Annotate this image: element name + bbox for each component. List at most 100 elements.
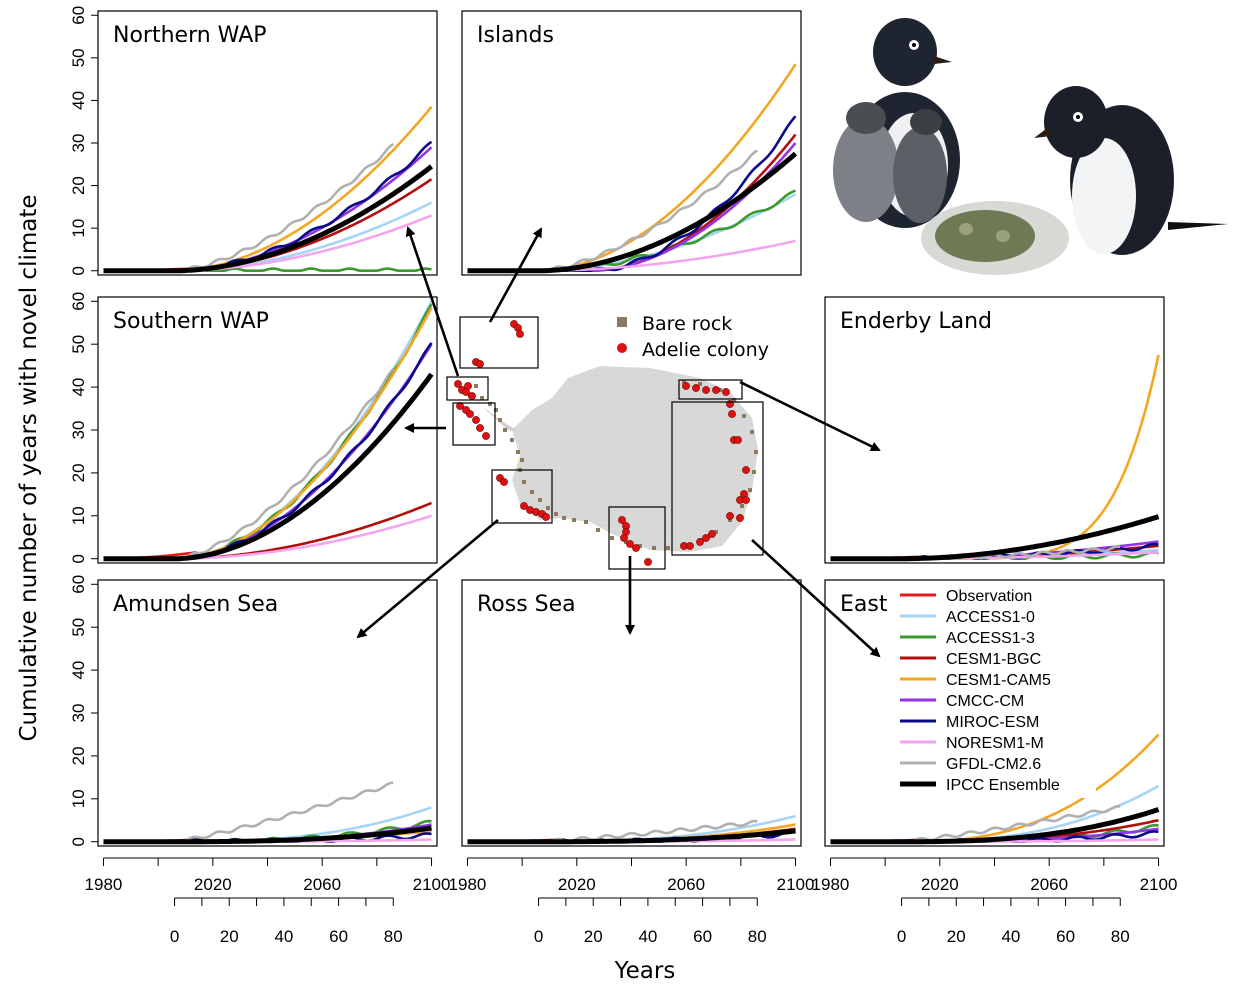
legend-label: ACCESS1-0 (946, 609, 1035, 626)
arrow-east (751, 539, 881, 658)
series-ipcc-ensemble (103, 825, 432, 845)
antarctica-map: Bare rock Adelie colony (356, 226, 881, 658)
bare-rock-point (520, 458, 524, 462)
y-tick-label: 40 (69, 661, 88, 680)
adelie-colony-point (462, 388, 470, 396)
adelie-colony-point (696, 538, 704, 546)
y-tick-label: 30 (69, 134, 88, 153)
x-tick-label: 2100 (1140, 875, 1178, 894)
panel-frame (824, 296, 1165, 564)
legend-label: Observation (946, 588, 1032, 605)
panel-frame (97, 10, 438, 276)
region-box-islands (459, 316, 539, 369)
bare-rock-point (488, 402, 492, 406)
y-tick-label: 10 (69, 789, 88, 808)
y-tick-label: 10 (69, 219, 88, 238)
adelie-colony-point (456, 402, 464, 410)
x-tick-label: 2060 (303, 875, 341, 894)
bare-rock-point (740, 504, 744, 508)
bare-rock-point (698, 382, 702, 386)
bare-rock-point (498, 418, 502, 422)
x-tick-label: 1980 (85, 875, 123, 894)
series-ipcc-ensemble (830, 514, 1160, 562)
y-tick-label: 0 (69, 266, 88, 275)
bare-rock-point (742, 414, 746, 418)
y-tick-label: 50 (69, 335, 88, 354)
panel-title: Amundsen Sea (113, 592, 278, 617)
penguin-adult-right (1034, 86, 1228, 255)
x2-tick-label: 60 (329, 927, 348, 946)
bare-rock-point (682, 380, 686, 384)
x2-tick-label: 40 (1001, 927, 1020, 946)
adelie-colony-point (686, 542, 694, 550)
y-tick-label: 50 (69, 618, 88, 637)
y-tick-label: 0 (69, 837, 88, 846)
adelie-colony-point (708, 530, 716, 538)
x2-tick-label: 0 (170, 927, 179, 946)
x2-tick-label: 0 (534, 927, 543, 946)
x-tick-label: 1980 (449, 875, 487, 894)
bare-rock-point (732, 398, 736, 402)
arrow-northern-wap (405, 226, 460, 377)
series-ipcc-ensemble (467, 828, 796, 845)
x-tick-label: 2100 (413, 875, 451, 894)
y-axis-label: Cumulative number of years with novel cl… (16, 194, 42, 741)
adelie-colony-point (742, 466, 750, 474)
adelie-colony-point (734, 436, 742, 444)
adelie-colony-point (466, 410, 474, 418)
penguin-nest (921, 201, 1069, 275)
panels: Northern WAP 0 10 20 30 40 50 60 Islands Southern… (69, 6, 1165, 847)
adelie-colony-point (482, 432, 490, 440)
bare-rock-point (554, 512, 558, 516)
bare-rock-point (728, 518, 732, 522)
adelie-colony-point (618, 516, 626, 524)
bare-rock-point (752, 470, 756, 474)
legend-label: ACCESS1-3 (946, 630, 1035, 647)
bare-rock-point (562, 516, 566, 520)
panel-title: Enderby Land (840, 309, 992, 334)
bare-rock-point (624, 540, 628, 544)
bare-rock-point (638, 544, 642, 548)
adelie-colony-point (726, 512, 734, 520)
series-legend: Observation ACCESS1-0 ACCESS1-3 CESM1-BGC CE… (896, 584, 1096, 798)
x-axis-column-1: 1980 2020 2060 2100 0 20 40 60 80 (85, 857, 451, 946)
panel-amundsen-sea: Amundsen Sea 0 10 20 30 40 50 60 (69, 575, 438, 847)
legend-label: IPCC Ensemble (946, 777, 1060, 794)
panel-frame (461, 579, 802, 847)
x2-tick-label: 20 (220, 927, 239, 946)
bare-rock-point (538, 498, 542, 502)
y-tick-label: 30 (69, 704, 88, 723)
adelie-colony-point (520, 502, 528, 510)
y-tick-label: 40 (69, 91, 88, 110)
adelie-colony-point (682, 382, 690, 390)
adelie-colony-point (702, 386, 710, 394)
x-tick-label: 2020 (558, 875, 596, 894)
adelie-colony-point (712, 386, 720, 394)
x2-tick-label: 20 (584, 927, 603, 946)
series-ipcc-ensemble (830, 807, 1160, 845)
bare-rock-point (714, 530, 718, 534)
panel-enderby-land: Enderby Land (824, 296, 1165, 564)
bare-rock-point (652, 546, 656, 550)
panel-islands: Islands (461, 10, 802, 276)
adelie-colony-point (476, 424, 484, 432)
region-box-enderby (678, 379, 743, 400)
bare-rock-point (516, 450, 520, 454)
y-tick-label: 20 (69, 746, 88, 765)
y-tick-label: 40 (69, 378, 88, 397)
adelie-colony-point (476, 360, 484, 368)
y-tick-label: 0 (69, 554, 88, 563)
x-axis-column-2: 1980 2020 2060 2100 0 20 40 60 80 (449, 857, 814, 946)
penguin-photo (833, 18, 1228, 275)
arrow-amundsen (356, 519, 499, 639)
adelie-colony-point (468, 392, 476, 400)
bare-rock-point (584, 520, 588, 524)
panel-title: Southern WAP (113, 309, 269, 334)
bare-rock-point (666, 546, 670, 550)
bare-rock-point (718, 388, 722, 392)
legend-label: CESM1-CAM5 (946, 672, 1051, 689)
x2-tick-label: 80 (384, 927, 403, 946)
legend-label: GFDL-CM2.6 (946, 756, 1041, 773)
